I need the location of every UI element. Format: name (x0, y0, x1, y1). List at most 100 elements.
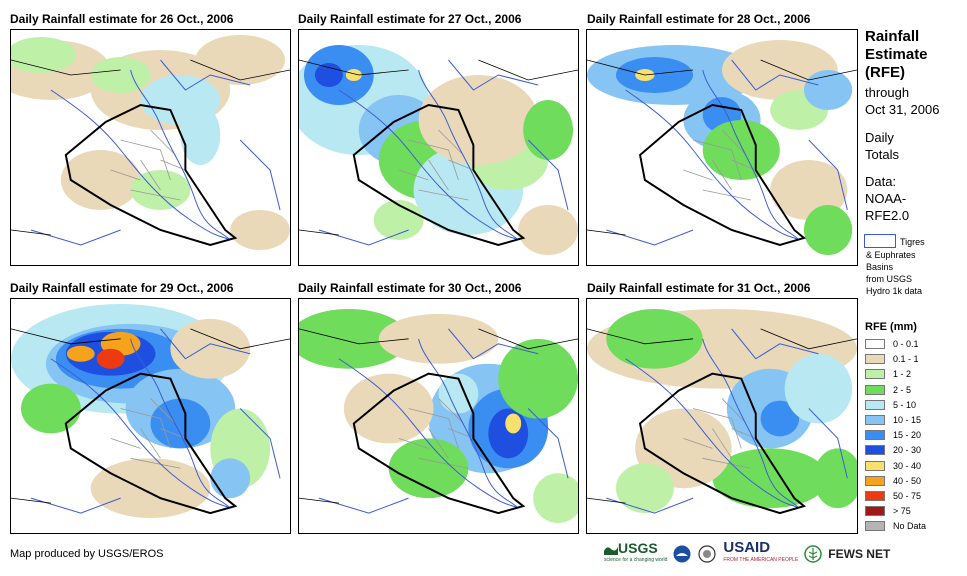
basin-outline (606, 497, 694, 514)
rainfall-area (803, 205, 853, 255)
basin-outline (702, 338, 800, 509)
fews-net-leaf-icon (804, 545, 823, 563)
basin-outline (448, 59, 539, 91)
rainfall-map-30oct (298, 298, 579, 534)
basin-outline (30, 229, 121, 246)
legend-swatch (865, 354, 885, 365)
fews-net-text: FEWS NET (828, 547, 891, 561)
rainfall-area (498, 338, 578, 419)
legend-item: 40 - 50 (865, 475, 921, 487)
rainfall-area (66, 345, 95, 362)
rainfall-area (388, 438, 469, 499)
basin-note-5: Hydro 1k data (866, 286, 923, 296)
rainfall-area (20, 383, 81, 434)
rainfall-area (343, 373, 434, 444)
legend-item: > 75 (865, 505, 911, 517)
side-title: Rainfall Estimate (RFE) (865, 28, 928, 82)
basin-outline (160, 328, 251, 360)
legend-swatch (865, 475, 885, 486)
legend-swatch (865, 369, 885, 380)
rainfall-area (418, 75, 539, 165)
panel-title-26oct: Daily Rainfall estimate for 26 Oct., 200… (10, 12, 234, 26)
basin-outline-swatch (864, 234, 896, 248)
rainfall-area (606, 308, 703, 369)
legend-item: No Data (865, 520, 926, 532)
basin-outline (808, 408, 848, 479)
basin-note-4: from USGS (866, 274, 913, 284)
legend-label: 20 - 30 (893, 445, 922, 456)
rainfall-area (130, 170, 191, 210)
basin-outline (731, 328, 819, 360)
side-daily: Daily (865, 130, 894, 145)
usgs-tagline: science for a changing world (604, 556, 668, 563)
rainfall-area (712, 448, 829, 509)
rainfall-area (378, 313, 499, 364)
legend-swatch (865, 399, 885, 410)
panel-title-29oct: Daily Rainfall estimate for 29 Oct., 200… (10, 281, 234, 295)
dos-seal-icon (698, 545, 716, 563)
usgs-logo-text: USGS (618, 540, 658, 556)
usgs-logo: USGS science for a changing world (604, 540, 668, 566)
legend-swatch (865, 339, 885, 349)
rainfall-area (299, 308, 409, 369)
panel-title-31oct: Daily Rainfall estimate for 31 Oct., 200… (587, 281, 811, 295)
legend-label: 10 - 15 (893, 415, 922, 425)
rainfall-area (533, 473, 578, 524)
neighbor-border (299, 328, 578, 504)
usaid-logo: USAID FROM THE AMERICAN PEOPLE (723, 539, 798, 566)
legend-label: 5 - 10 (893, 399, 917, 410)
neighbor-border (587, 59, 857, 236)
noaa-logo-icon (673, 545, 691, 563)
usaid-logo-text: USAID (723, 539, 771, 556)
basin-outline (448, 328, 539, 360)
rainfall-area (90, 458, 211, 519)
legend-item: 0.1 - 1 (865, 353, 919, 365)
basin-outline (731, 59, 819, 91)
rainfall-area (170, 318, 251, 379)
rainfall-area (150, 398, 211, 449)
side-title-line: Rainfall (865, 28, 920, 45)
rainfall-area (210, 458, 251, 499)
rainfall-area (373, 200, 424, 240)
basin-outline (239, 139, 281, 211)
panel-title-27oct: Daily Rainfall estimate for 27 Oct., 200… (298, 12, 522, 26)
basin-outline (527, 408, 569, 479)
basin-outline (50, 358, 231, 509)
province-boundary (398, 408, 459, 459)
panel-title-28oct: Daily Rainfall estimate for 28 Oct., 200… (587, 12, 811, 26)
basin-outline (318, 497, 409, 514)
basin-note-1: Tigres (900, 237, 925, 247)
legend-label: 1 - 2 (893, 369, 912, 380)
neighbor-border (587, 328, 857, 504)
basin-outline (318, 229, 409, 246)
side-date: Oct 31, 2006 (865, 102, 940, 117)
basin-outline (527, 139, 569, 211)
legend-swatch (865, 506, 885, 517)
rainfall-area (784, 353, 853, 424)
legend-item: 50 - 75 (865, 490, 921, 502)
legend-item: 0 - 0.1 (865, 338, 919, 350)
usgs-wave-icon (604, 546, 618, 555)
basin-outline (625, 89, 800, 241)
province-boundary (683, 139, 742, 191)
basin-outline (338, 358, 519, 509)
basin-note-3: Basins (866, 262, 894, 272)
legend-item: 2 - 5 (865, 384, 911, 396)
basin-outline (239, 408, 281, 479)
basin-note-2: & Euphrates (866, 250, 916, 260)
legend-label: No Data (893, 521, 927, 532)
legend-item: 1 - 2 (865, 368, 911, 380)
basin-outline (338, 89, 519, 241)
legend-item: 20 - 30 (865, 444, 921, 456)
rainfall-map-26oct (10, 29, 291, 266)
rainfall-area (195, 35, 286, 85)
side-title-line: (RFE) (865, 64, 905, 81)
legend-item: 30 - 40 (865, 460, 921, 472)
legend-item: 10 - 15 (865, 414, 921, 426)
rainfall-area (345, 69, 362, 81)
rainfall-map-31oct (586, 298, 858, 534)
rainfall-map-27oct (298, 29, 579, 266)
basin-outline (418, 69, 519, 241)
province-boundary (398, 139, 459, 191)
basin-outline (30, 497, 121, 514)
